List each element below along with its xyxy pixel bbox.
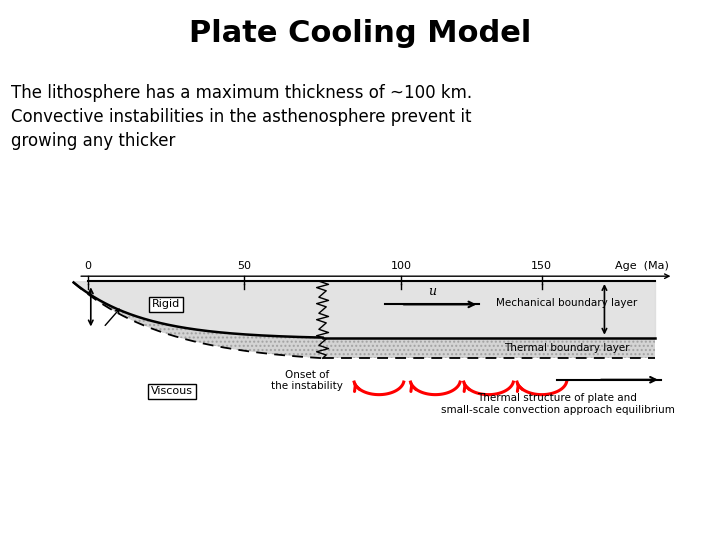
Text: Thermal boundary layer: Thermal boundary layer bbox=[504, 343, 629, 353]
Text: Mechanical boundary layer: Mechanical boundary layer bbox=[496, 298, 637, 308]
Text: The lithosphere has a maximum thickness of ~100 km.
Convective instabilities in : The lithosphere has a maximum thickness … bbox=[11, 84, 472, 150]
Text: 50: 50 bbox=[238, 261, 251, 271]
Text: Onset of
the instability: Onset of the instability bbox=[271, 370, 343, 392]
Text: Thermal structure of plate and
small-scale convection approach equilibrium: Thermal structure of plate and small-sca… bbox=[441, 393, 675, 415]
Text: Age  (Ma): Age (Ma) bbox=[615, 261, 669, 271]
Text: 100: 100 bbox=[390, 261, 411, 271]
Text: Rigid: Rigid bbox=[152, 299, 180, 309]
Text: Plate Cooling Model: Plate Cooling Model bbox=[189, 19, 531, 48]
Text: 0: 0 bbox=[84, 261, 91, 271]
Text: Viscous: Viscous bbox=[151, 386, 193, 396]
Text: u: u bbox=[428, 285, 436, 298]
Text: 150: 150 bbox=[531, 261, 552, 271]
